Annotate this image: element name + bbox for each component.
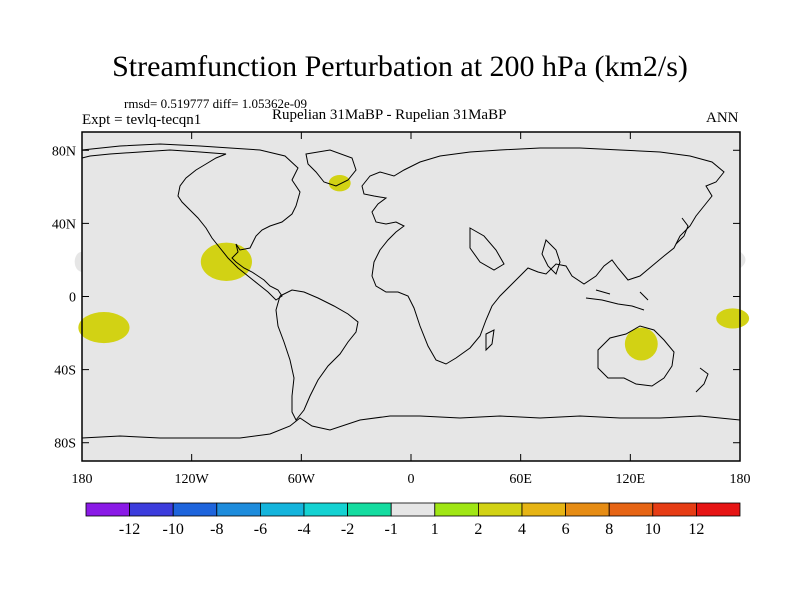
y-tick-label: 80S [54, 437, 76, 452]
colorbar-label: 12 [688, 521, 704, 538]
x-tick-label: 120W [175, 472, 210, 487]
colorbar-label: -6 [254, 521, 267, 538]
anomaly-east-pacific-negative [213, 316, 236, 324]
coast-south-america [275, 289, 359, 421]
colorbar-label: -4 [297, 521, 310, 538]
anomaly-north-atlantic-positive [328, 174, 351, 192]
anomaly-southeast-pacific-negative [147, 359, 167, 373]
colorbar-label: 10 [645, 521, 661, 538]
colorbar-swatch [216, 502, 261, 517]
colorbar-label: -2 [341, 521, 354, 538]
anomaly-australia-positive [624, 327, 658, 361]
colorbar-swatch [565, 502, 610, 517]
colorbar-label: 2 [474, 521, 482, 538]
colorbar-swatch [434, 502, 479, 517]
colorbar-swatch [172, 502, 218, 517]
colorbar-label: 1 [431, 521, 439, 538]
coast-australia [597, 325, 675, 387]
anomaly-south-atlantic-negative [411, 333, 441, 351]
coast-india [541, 239, 561, 275]
x-tick-label: 180 [730, 472, 751, 487]
coast-japan [675, 217, 689, 245]
colorbar-swatch [347, 502, 392, 517]
colorbar-swatch [477, 502, 523, 517]
colorbar-label: -8 [210, 521, 223, 538]
x-tick-label: 60E [509, 472, 532, 487]
anomaly-south-pacific-positive [78, 312, 130, 344]
map-background [82, 132, 740, 461]
colorbar-label: 6 [562, 521, 570, 538]
colorbar-swatch [85, 502, 130, 517]
colorbar: -12 -10 -8 -6 -4 -2 -1 1 2 4 6 8 10 12 [85, 502, 741, 538]
colorbar-swatch [129, 502, 174, 517]
chart-title: Streamfunction Perturbation at 200 hPa (… [112, 50, 688, 83]
anomaly-layer [74, 174, 750, 373]
experiment-label: Expt = tevlq-tecqn1 [82, 112, 202, 128]
coast-greenland [305, 149, 357, 187]
colorbar-swatch [696, 502, 741, 517]
y-tick-label: 0 [69, 291, 76, 306]
coastlines [81, 143, 741, 439]
coast-new-zealand [695, 367, 709, 393]
colorbar-swatch [521, 502, 566, 517]
colorbar-swatch [652, 502, 697, 517]
coast-eurasia-africa [361, 147, 725, 365]
coast-madagascar [485, 329, 495, 352]
coast-antarctica [81, 415, 741, 439]
x-tick-label: 120E [616, 472, 646, 487]
season-label: ANN [706, 110, 739, 126]
x-tick-label: 0 [408, 472, 415, 487]
colorbar-label: -10 [163, 521, 184, 538]
y-tick-label: 80N [52, 144, 76, 159]
y-tick-label: 40N [52, 217, 76, 232]
comparison-label: Rupelian 31MaBP - Rupelian 31MaBP [272, 107, 507, 123]
x-tick-label: 60W [288, 472, 316, 487]
colorbar-swatch [608, 502, 654, 517]
anomaly-central-america-positive [200, 242, 252, 281]
coast-north-america [81, 143, 301, 301]
colorbar-label: -12 [119, 521, 140, 538]
coast-indonesia [585, 289, 649, 311]
stats-line: rmsd= 0.519777 diff= 1.05362e-09 [124, 96, 308, 111]
colorbar-swatch [259, 502, 305, 517]
anomaly-north-pacific-negative [676, 244, 746, 276]
anomaly-southwest-pacific-positive [716, 308, 750, 329]
x-axis: 180 120W 60W 0 60E 120E 180 [72, 132, 751, 487]
colorbar-label: 8 [605, 521, 613, 538]
colorbar-swatch [390, 502, 436, 517]
coast-arabia [469, 227, 505, 271]
x-tick-label: 180 [72, 472, 93, 487]
colorbar-label: -1 [385, 521, 398, 538]
y-axis: 80N 40N 0 40S 80S [52, 144, 740, 452]
colorbar-label: 4 [518, 521, 526, 538]
y-tick-label: 40S [54, 364, 76, 379]
colorbar-swatch [303, 502, 348, 517]
